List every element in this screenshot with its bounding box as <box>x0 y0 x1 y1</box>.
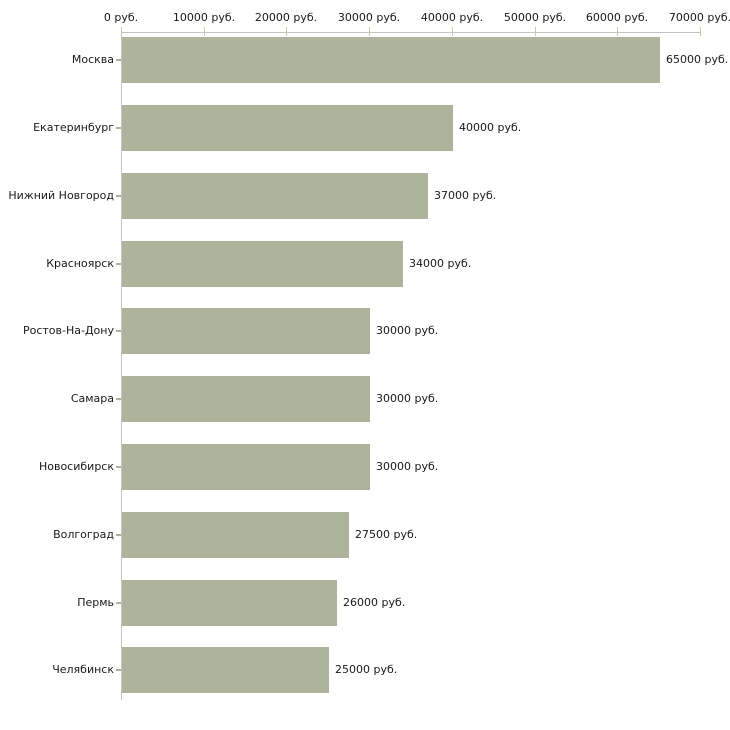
x-axis-tick <box>286 27 287 36</box>
value-label: 30000 руб. <box>376 460 439 473</box>
x-axis-tick-label: 40000 руб. <box>420 11 484 24</box>
x-axis-tick-label: 0 руб. <box>103 11 139 24</box>
x-axis-tick-label: 10000 руб. <box>172 11 236 24</box>
category-label: Ростов-На-Дону <box>22 324 114 337</box>
category-label: Челябинск <box>52 663 114 676</box>
category-label: Москва <box>71 53 114 66</box>
bar <box>122 105 453 151</box>
bar <box>122 376 370 422</box>
category-tick <box>116 127 121 129</box>
category-tick <box>116 466 121 468</box>
x-axis-tick <box>121 27 122 36</box>
x-axis-tick <box>617 27 618 36</box>
category-tick <box>116 602 121 604</box>
category-label: Самара <box>70 392 114 405</box>
value-label: 40000 руб. <box>459 121 522 134</box>
bar <box>122 308 370 354</box>
category-label: Нижний Новгород <box>8 189 114 202</box>
x-axis-tick-label: 30000 руб. <box>337 11 401 24</box>
x-axis-tick <box>452 27 453 36</box>
bar <box>122 173 428 219</box>
category-label: Волгоград <box>53 528 114 541</box>
category-tick <box>116 398 121 400</box>
bar <box>122 37 660 83</box>
category-label: Пермь <box>77 596 114 609</box>
y-axis-line <box>121 32 122 700</box>
value-label: 26000 руб. <box>343 596 406 609</box>
x-axis-tick-label: 50000 руб. <box>503 11 567 24</box>
value-label: 37000 руб. <box>434 189 497 202</box>
category-label: Красноярск <box>46 257 114 270</box>
value-label: 30000 руб. <box>376 392 439 405</box>
bar <box>122 512 349 558</box>
bar <box>122 444 370 490</box>
category-tick <box>116 669 121 671</box>
x-axis-tick <box>204 27 205 36</box>
value-label: 25000 руб. <box>335 663 398 676</box>
x-axis-tick <box>369 27 370 36</box>
category-label: Екатеринбург <box>33 121 114 134</box>
category-tick <box>116 59 121 61</box>
bar <box>122 580 337 626</box>
value-label: 34000 руб. <box>409 257 472 270</box>
x-axis-tick-label: 70000 руб. <box>668 11 730 24</box>
category-tick <box>116 330 121 332</box>
value-label: 30000 руб. <box>376 324 439 337</box>
category-tick <box>116 534 121 536</box>
x-axis-tick-label: 20000 руб. <box>254 11 318 24</box>
bar <box>122 241 403 287</box>
x-axis-line <box>121 32 701 33</box>
x-axis-tick <box>700 27 701 36</box>
value-label: 65000 руб. <box>666 53 729 66</box>
category-tick <box>116 263 121 265</box>
category-tick <box>116 195 121 197</box>
bar <box>122 647 329 693</box>
value-label: 27500 руб. <box>355 528 418 541</box>
x-axis-tick <box>535 27 536 36</box>
category-label: Новосибирск <box>38 460 114 473</box>
x-axis-tick-label: 60000 руб. <box>585 11 649 24</box>
